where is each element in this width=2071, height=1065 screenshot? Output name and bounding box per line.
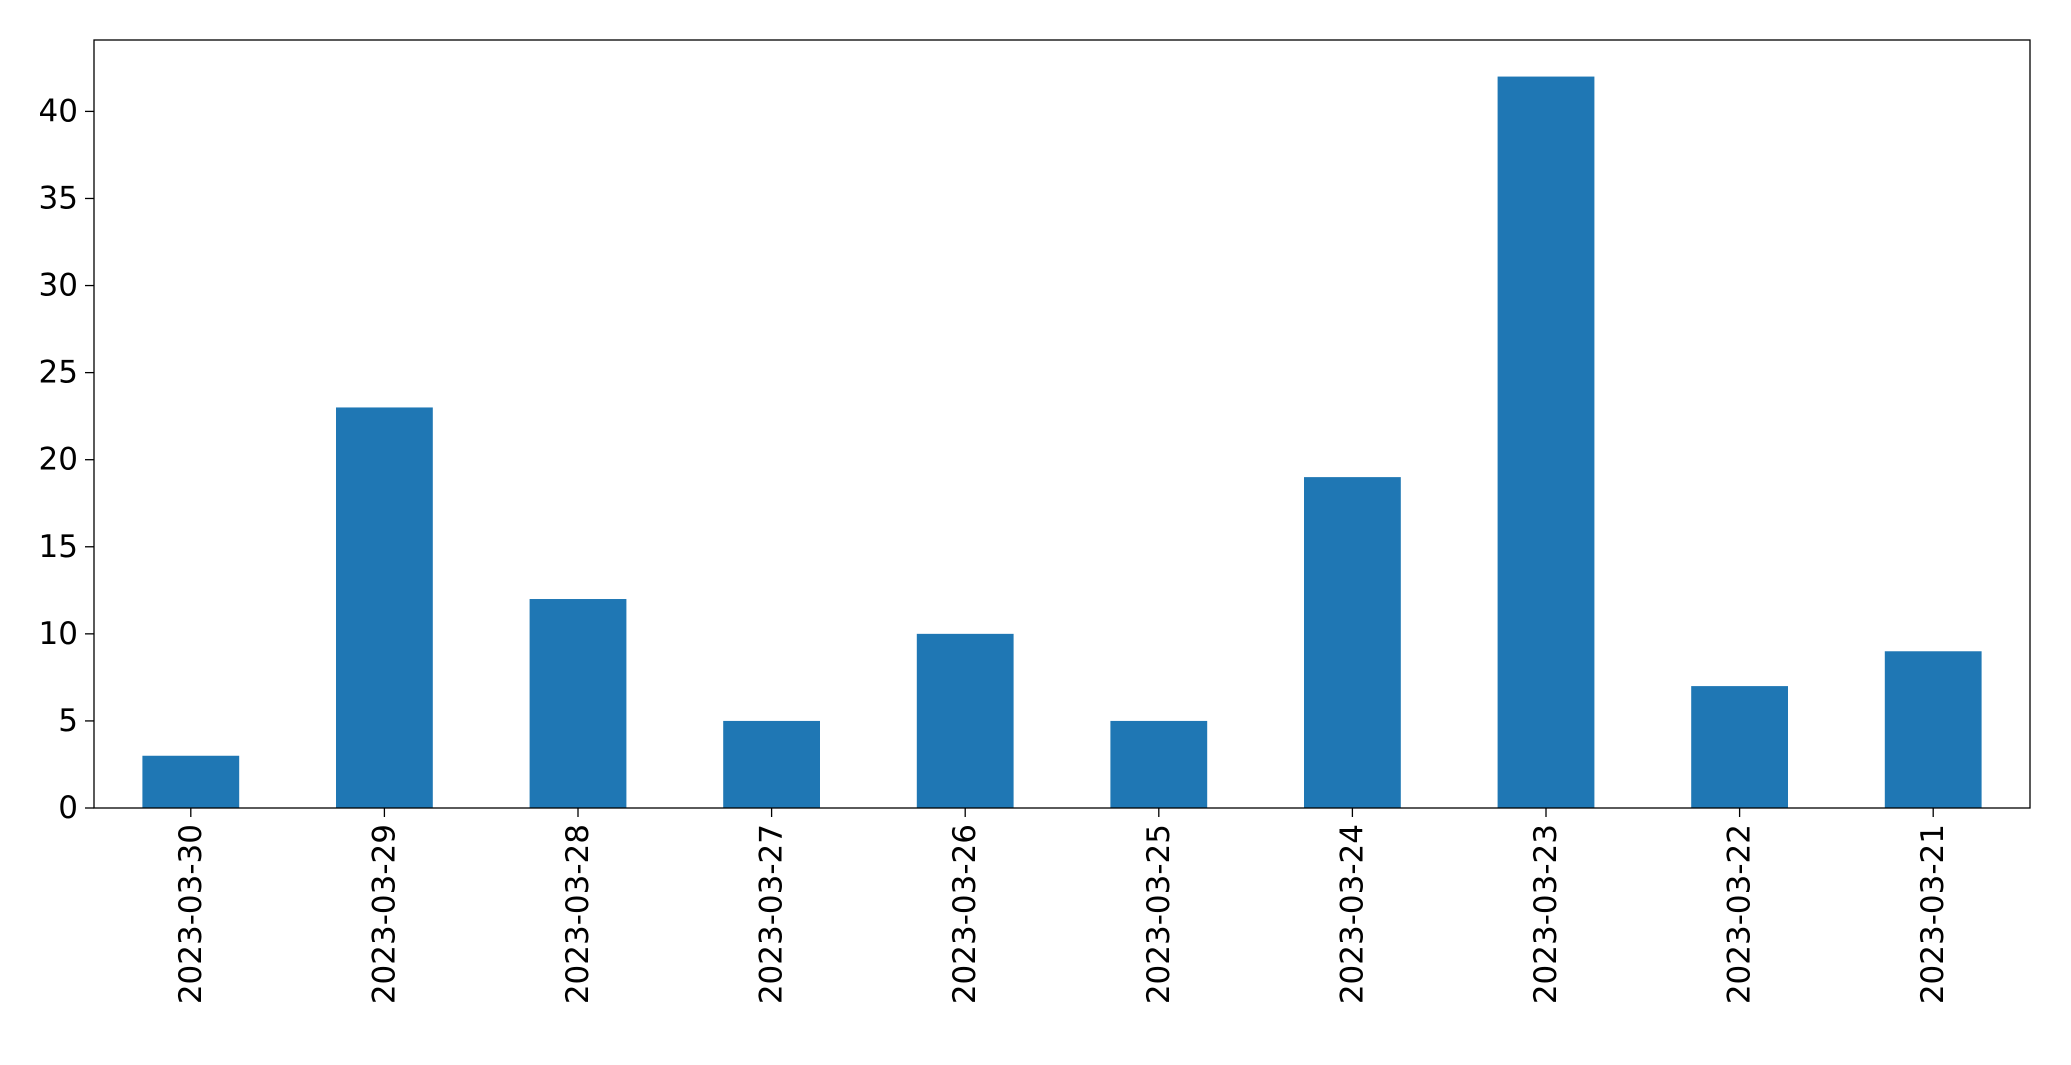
y-tick-label: 30 [39, 268, 78, 304]
bar [1304, 477, 1401, 808]
y-tick-label: 15 [39, 529, 78, 565]
bar [1884, 651, 1982, 808]
bar [723, 720, 820, 808]
bar [142, 755, 240, 808]
y-tick-label: 35 [39, 180, 78, 216]
bar [1110, 720, 1208, 808]
x-tick-label: 2023-03-30 [173, 824, 209, 1004]
x-tick-label: 2023-03-27 [754, 824, 790, 1004]
axes-frame [93, 39, 2031, 809]
bar [1691, 686, 1788, 808]
x-tick-label: 2023-03-22 [1722, 824, 1758, 1004]
x-tick-label: 2023-03-23 [1528, 824, 1564, 1004]
bar [529, 599, 627, 808]
x-tick-label: 2023-03-21 [1915, 824, 1951, 1004]
y-tick-label: 40 [39, 93, 78, 129]
x-tick-label: 2023-03-25 [1141, 824, 1177, 1004]
y-tick-label: 25 [39, 355, 78, 391]
bar [916, 633, 1014, 808]
x-tick-label: 2023-03-29 [366, 824, 402, 1004]
bar [1497, 76, 1595, 809]
y-tick-label: 0 [58, 790, 78, 826]
y-tick-label: 5 [58, 703, 78, 739]
x-tick-label: 2023-03-24 [1334, 824, 1370, 1004]
y-tick-label: 20 [39, 442, 78, 478]
bar [336, 407, 433, 808]
y-tick-label: 10 [39, 616, 78, 652]
x-tick-label: 2023-03-26 [947, 824, 983, 1004]
x-tick-label: 2023-03-28 [560, 824, 596, 1004]
